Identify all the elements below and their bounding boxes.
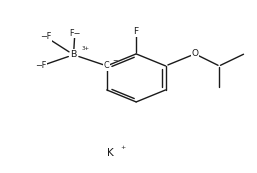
Text: 3+: 3+ — [81, 46, 89, 51]
Text: K: K — [107, 148, 114, 158]
Text: −F: −F — [35, 61, 47, 70]
Text: −: − — [112, 58, 117, 63]
Text: O: O — [191, 49, 198, 58]
Text: −F: −F — [40, 32, 51, 41]
Text: C: C — [104, 61, 110, 70]
Text: F−: F− — [69, 29, 80, 38]
Text: B: B — [70, 50, 77, 59]
Text: F: F — [134, 27, 139, 36]
Text: +: + — [120, 145, 126, 150]
